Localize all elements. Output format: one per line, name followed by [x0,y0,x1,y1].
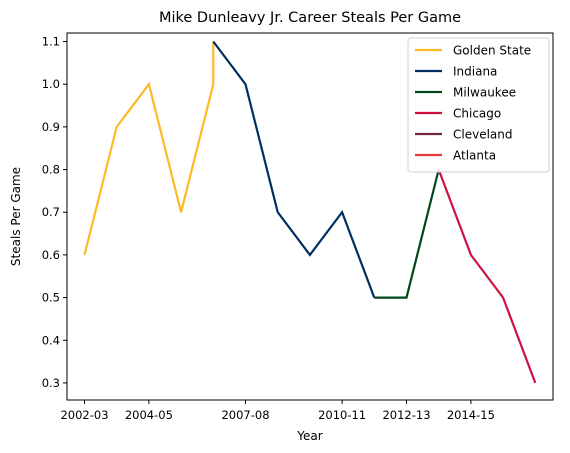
chart-title: Mike Dunleavy Jr. Career Steals Per Game [159,10,461,26]
legend-label: Golden State [453,44,531,58]
series-lines [83,40,537,384]
legend-label: Chicago [453,107,501,121]
series-line-milwaukee [374,169,440,299]
series-line-golden-state [83,41,215,256]
x-tick-label: 2007-08 [221,408,269,422]
x-tick-label: 2004-05 [125,408,173,422]
y-tick-label: 1.1 [42,35,60,49]
y-axis-label: Steals Per Game [9,167,23,266]
plot-area [66,32,554,401]
y-tick-label: 0.8 [42,163,60,177]
x-axis-label: Year [296,429,322,443]
y-tick-label: 0.5 [42,291,60,305]
y-axis: 0.3 0.4 0.5 0.6 0.7 0.8 0.9 1.0 1.1 [42,35,67,390]
x-tick-label: 2010-11 [318,408,366,422]
x-axis: 2002-03 2004-05 2007-08 2010-11 2012-13 2014-… [60,400,495,422]
legend-label: Cleveland [453,128,513,142]
y-tick-label: 0.6 [42,248,60,262]
y-tick-label: 0.3 [42,376,60,390]
y-tick-label: 0.9 [42,120,60,134]
x-tick-label: 2012-13 [382,408,430,422]
y-tick-label: 0.4 [42,333,60,347]
legend-frame [407,37,550,173]
series-line-chicago [437,169,537,384]
legend: Golden State Indiana Milwaukee Chicago Cleve… [407,37,550,173]
legend-label: Milwaukee [453,86,516,100]
series-line-indiana [212,40,376,298]
legend-label: Atlanta [453,149,496,163]
y-tick-label: 0.7 [42,205,60,219]
y-tick-label: 1.0 [42,77,60,91]
legend-label: Indiana [453,65,497,79]
x-tick-label: 2002-03 [60,408,108,422]
x-tick-label: 2014-15 [447,408,495,422]
